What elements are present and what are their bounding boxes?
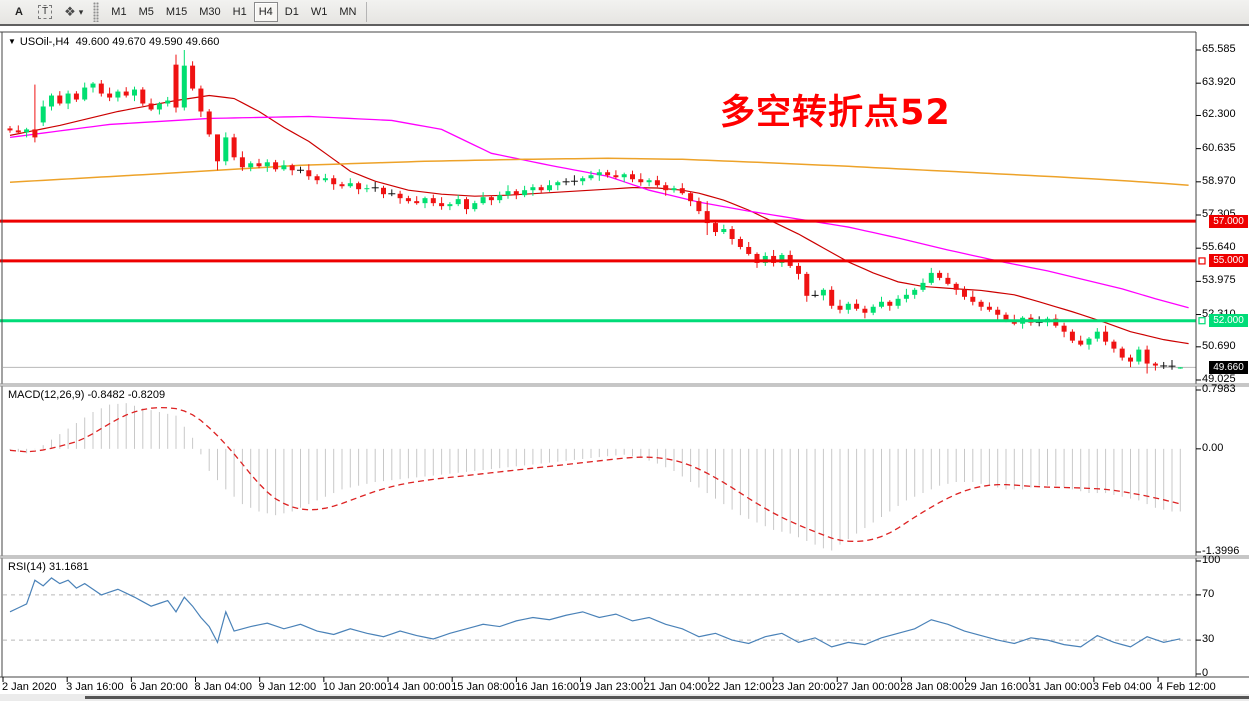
price-tick-65.585: 65.585 (1202, 43, 1236, 55)
tf-button-m30[interactable]: M30 (194, 2, 225, 22)
ma-slow-orange (9, 157, 1189, 186)
time-label-14: 27 Jan 00:00 (836, 681, 900, 693)
symbol-timeframe-label: USOil-,H4 (19, 36, 70, 48)
price-tick-49.025: 49.025 (1202, 372, 1236, 385)
macd-tick-0.00: 0.00 (1202, 441, 1224, 454)
tf-button-m5[interactable]: M5 (134, 2, 159, 22)
quote-header[interactable]: ▼ USOil-,H4 49.600 49.670 49.590 49.660 (8, 36, 219, 48)
price-tag-55.000[interactable]: 55.000 (1209, 254, 1248, 268)
price-tag-52.000[interactable]: 52.000 (1209, 314, 1248, 328)
time-label-19: 4 Feb 12:00 (1157, 681, 1216, 693)
text-tool-icon: T (38, 5, 53, 19)
price-tag-49.660: 49.660 (1209, 360, 1248, 374)
time-label-18: 3 Feb 04:00 (1092, 681, 1152, 693)
rsi-value: 31.1681 (48, 561, 89, 573)
time-label-11: 21 Jan 04:00 (643, 681, 708, 693)
price-tag-57.000[interactable]: 57.000 (1209, 214, 1248, 228)
rsi-tick-30: 30 (1202, 633, 1215, 646)
toolbar-separator (366, 2, 368, 22)
rsi-tick-70: 70 (1202, 587, 1215, 600)
time-label-13: 23 Jan 20:00 (772, 681, 836, 693)
rsi-tick-0: 0 (1202, 667, 1209, 679)
arrow-objects-icon: ❖ (64, 4, 76, 19)
macd-values: -0.8482 -0.8209 (87, 389, 166, 401)
price-tick-63.920: 63.920 (1202, 76, 1236, 89)
rsi-tick-100: 100 (1202, 554, 1221, 566)
tf-button-w1[interactable]: W1 (306, 2, 333, 22)
toolbar: A T ❖ ▾ M1 M5 M15 M30 H1 H4 D1 W1 MN (0, 0, 1249, 26)
price-tick-62.300: 62.300 (1202, 108, 1236, 121)
time-label-6: 10 Jan 20:00 (322, 681, 387, 693)
macd-tick--1.3996: -1.3996 (1202, 544, 1240, 557)
price-tick-60.635: 60.635 (1202, 141, 1236, 154)
font-tool-button[interactable]: A (7, 2, 31, 22)
horizontal-lines (0, 219, 1206, 325)
time-label-5: 9 Jan 12:00 (258, 681, 317, 693)
tf-button-mn[interactable]: MN (334, 2, 361, 22)
collapse-triangle-icon[interactable]: ▼ (8, 37, 16, 46)
chevron-down-icon: ▾ (78, 6, 84, 17)
ma-fast-red (9, 94, 1189, 345)
text-label-tool-button[interactable]: T (33, 2, 57, 22)
time-label-2: 3 Jan 16:00 (66, 681, 124, 693)
macd-layer (9, 403, 1181, 551)
panel-frames (0, 31, 1249, 678)
time-label-17: 31 Jan 00:00 (1028, 681, 1093, 693)
time-label-10: 19 Jan 23:00 (579, 681, 644, 693)
bottom-scroll-thumb[interactable] (85, 696, 1249, 699)
rsi-label: RSI(14) (8, 561, 46, 573)
time-label-15: 28 Jan 08:00 (900, 681, 964, 693)
chart-annotation-text[interactable]: 多空转折点52 (720, 93, 951, 133)
price-tick-53.975: 53.975 (1202, 274, 1236, 287)
time-label-1: 2 Jan 2020 (2, 681, 57, 693)
time-label-4: 8 Jan 04:00 (194, 681, 253, 693)
tf-button-m15[interactable]: M15 (161, 2, 192, 22)
timeframe-button-group: M1 M5 M15 M30 H1 H4 D1 W1 MN (105, 2, 362, 22)
price-tick-50.690: 50.690 (1202, 339, 1236, 352)
time-label-8: 15 Jan 08:00 (451, 681, 515, 693)
tf-button-d1[interactable]: D1 (280, 2, 304, 22)
macd-tick-0.7983: 0.7983 (1202, 383, 1236, 395)
macd-header: MACD(12,26,9) -0.8482 -0.8209 (8, 389, 165, 401)
time-label-7: 14 Jan 00:00 (387, 681, 451, 693)
tf-button-h1[interactable]: H1 (228, 2, 252, 22)
time-label-12: 22 Jan 12:00 (707, 681, 772, 693)
price-tick-55.640: 55.640 (1202, 241, 1236, 254)
time-label-3: 6 Jan 20:00 (130, 681, 188, 693)
macd-label: MACD(12,26,9) (8, 389, 85, 401)
axis-ticks (2, 49, 1201, 682)
rsi-line (9, 577, 1181, 648)
toolbar-grip-handle[interactable] (93, 2, 100, 22)
tf-button-m1[interactable]: M1 (106, 2, 131, 22)
hline-handle-52.000 (1198, 317, 1206, 325)
ma-medium-magenta (9, 115, 1189, 309)
time-label-16: 29 Jan 16:00 (964, 681, 1029, 693)
rsi-header: RSI(14) 31.1681 (8, 561, 89, 573)
tf-button-h4[interactable]: H4 (253, 2, 278, 22)
rsi-layer (9, 577, 1181, 648)
price-tick-58.970: 58.970 (1202, 174, 1236, 187)
arrow-objects-dropdown-button[interactable]: ❖ ▾ (59, 2, 88, 22)
macd-signal-line (9, 406, 1181, 543)
hline-handle-55.000 (1198, 257, 1206, 265)
ohlc-readout: 49.600 49.670 49.590 49.660 (75, 36, 220, 48)
time-label-9: 16 Jan 16:00 (515, 681, 579, 693)
candles-layer (7, 50, 1183, 374)
font-tool-label: A (15, 6, 23, 18)
